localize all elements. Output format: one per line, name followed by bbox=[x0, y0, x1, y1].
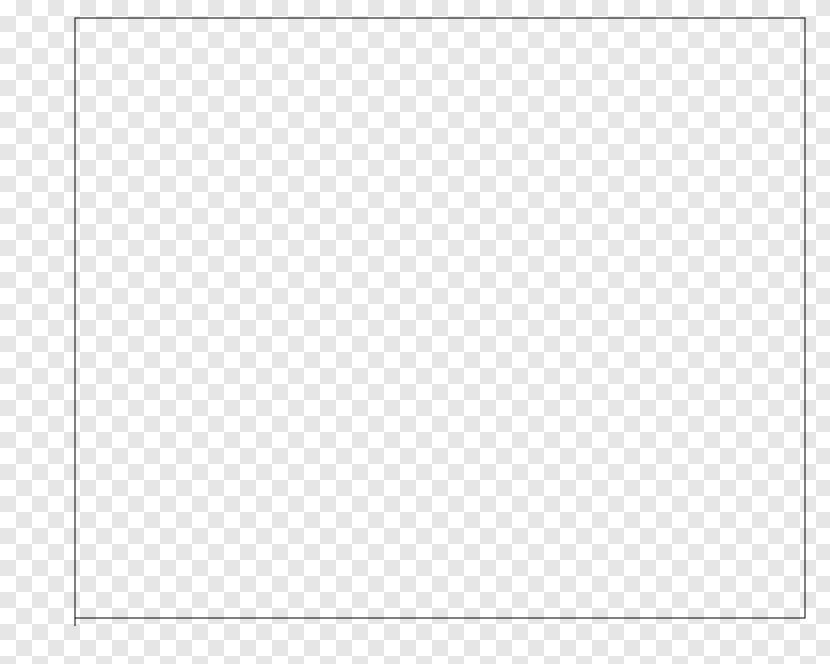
chart-container bbox=[0, 0, 830, 664]
plot-border bbox=[75, 18, 805, 618]
cdf-chart bbox=[0, 0, 830, 664]
